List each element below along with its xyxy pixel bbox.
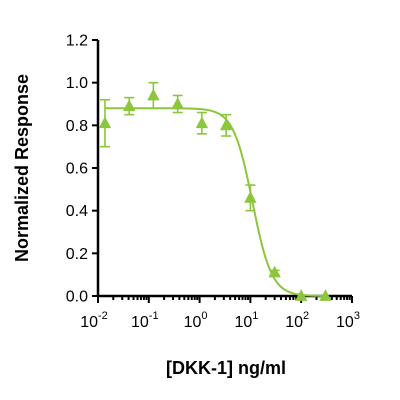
data-point [147, 81, 160, 110]
x-ticks: 10-2 10-1 100 101 102 103 [80, 296, 360, 331]
y-axis-title: Normalized Response [12, 74, 32, 262]
y-tick-label: 0.6 [66, 161, 88, 178]
x-tick-exponent: 3 [354, 310, 360, 322]
x-tick-base: 10 [285, 314, 303, 331]
triangle-marker [219, 118, 233, 131]
x-tick-base: 10 [80, 314, 98, 331]
x-tick-label: 100 [184, 310, 208, 331]
y-ticks: 0.0 0.2 0.4 0.6 0.8 1.0 1.2 [66, 33, 98, 306]
y-tick-label: 1.2 [66, 33, 88, 50]
data-point [319, 289, 332, 301]
fit-layer [104, 107, 326, 297]
triangle-marker [244, 191, 257, 203]
x-tick-exponent: 1 [252, 310, 258, 322]
x-tick-exponent: 0 [201, 310, 207, 322]
x-tick-label: 103 [336, 310, 360, 331]
fit-curve [104, 107, 326, 297]
x-tick-base: 10 [336, 314, 354, 331]
x-tick-exponent: -1 [149, 310, 159, 322]
x-tick-base: 10 [234, 314, 252, 331]
x-axis-title: [DKK-1] ng/ml [166, 358, 286, 378]
y-tick-label: 0.2 [66, 246, 88, 263]
triangle-marker [195, 116, 209, 129]
triangle-marker [147, 88, 160, 101]
triangle-marker [295, 289, 308, 301]
x-tick-exponent: 2 [303, 310, 309, 322]
x-tick-label: 10-1 [131, 310, 159, 331]
triangle-marker [171, 97, 184, 109]
data-point [295, 289, 308, 301]
data-point [244, 184, 257, 212]
data-point [219, 113, 233, 137]
y-tick-label: 0.4 [66, 203, 88, 220]
triangle-marker [123, 99, 136, 112]
triangle-marker [319, 289, 332, 301]
y-tick-label: 0.0 [66, 289, 88, 306]
x-tick-label: 102 [285, 310, 309, 331]
x-tick-base: 10 [131, 314, 149, 331]
x-tick-label: 101 [234, 310, 258, 331]
data-point [98, 98, 112, 148]
triangle-marker [268, 265, 281, 278]
y-tick-label: 1.0 [66, 75, 88, 92]
axes [96, 40, 352, 298]
points-layer [98, 81, 332, 301]
y-tick-label: 0.8 [66, 118, 88, 135]
x-tick-exponent: -2 [98, 310, 108, 322]
x-tick-label: 10-2 [80, 310, 108, 331]
data-point [195, 111, 209, 135]
data-point [123, 96, 136, 116]
data-point [268, 265, 281, 278]
data-point [171, 94, 184, 114]
x-tick-base: 10 [184, 314, 202, 331]
triangle-marker [98, 116, 112, 129]
